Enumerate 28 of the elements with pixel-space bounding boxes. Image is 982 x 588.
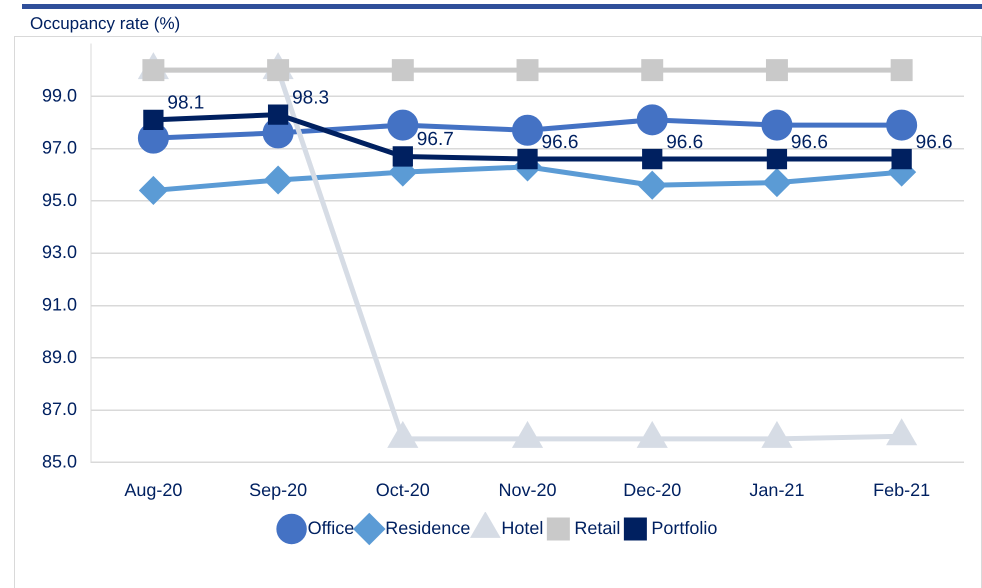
y-tick-label: 93.0 (42, 242, 78, 262)
y-tick-label: 95.0 (42, 190, 78, 210)
data-label: 96.6 (542, 132, 578, 153)
legend-label: Residence (385, 518, 470, 538)
y-tick-label: 91.0 (42, 294, 78, 314)
x-tick-label: Oct-20 (376, 480, 430, 500)
y-tick-label: 89.0 (42, 346, 78, 367)
y-tick-label: 87.0 (42, 399, 78, 420)
data-label: 96.6 (916, 132, 953, 153)
chart-title: Occupancy rate (%) (30, 14, 180, 34)
legend-label: Portfolio (651, 518, 718, 538)
data-label: 98.1 (167, 92, 204, 114)
x-tick-label: Dec-20 (623, 480, 682, 500)
y-tick-label: 97.0 (42, 138, 78, 158)
y-tick-label: 99.0 (42, 85, 78, 106)
x-tick-label: Aug-20 (124, 480, 182, 500)
data-label: 96.6 (666, 132, 704, 153)
legend-label: Retail (574, 518, 620, 538)
data-label: 96.6 (790, 132, 828, 153)
x-tick-label: Nov-20 (498, 480, 557, 500)
y-tick-label: 85.0 (42, 451, 78, 472)
data-label: 98.3 (292, 87, 330, 108)
x-tick-label: Feb-21 (873, 480, 930, 500)
legend-label: Hotel (501, 518, 544, 538)
x-tick-label: Jan-21 (749, 480, 804, 500)
legend-label: Office (308, 518, 354, 538)
x-tick-label: Sep-20 (249, 480, 308, 500)
data-label: 96.7 (416, 129, 454, 150)
